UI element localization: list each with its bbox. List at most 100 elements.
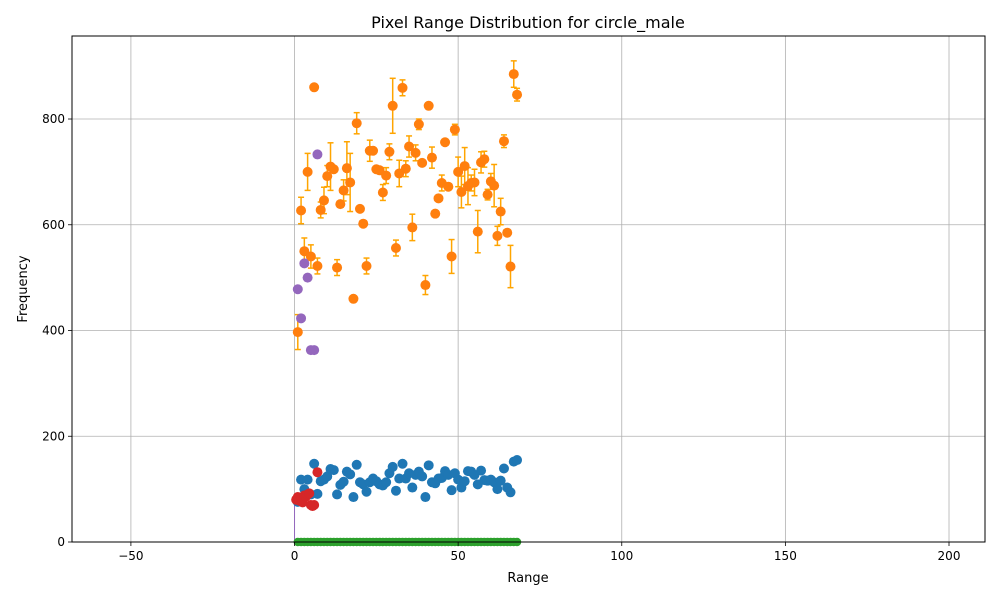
data-point bbox=[440, 137, 451, 148]
data-point bbox=[309, 82, 320, 93]
y-tick-label: 800 bbox=[42, 112, 65, 126]
y-tick-label: 200 bbox=[42, 429, 65, 443]
data-point bbox=[345, 469, 356, 480]
data-point bbox=[498, 463, 509, 474]
data-points bbox=[291, 69, 523, 547]
data-point bbox=[312, 488, 323, 499]
data-point bbox=[304, 488, 315, 499]
x-tick-label: 50 bbox=[451, 549, 466, 563]
data-point bbox=[476, 465, 487, 476]
data-point bbox=[345, 177, 356, 188]
x-tick-label: −50 bbox=[118, 549, 143, 563]
data-point bbox=[351, 459, 362, 470]
data-point bbox=[377, 187, 388, 198]
data-point bbox=[302, 272, 313, 283]
data-point bbox=[361, 486, 372, 497]
data-point bbox=[430, 208, 441, 219]
data-point bbox=[417, 157, 428, 168]
data-point bbox=[420, 280, 431, 291]
data-point bbox=[456, 186, 467, 197]
y-tick-label: 0 bbox=[57, 535, 65, 549]
data-point bbox=[312, 149, 323, 160]
x-tick-label: 0 bbox=[291, 549, 299, 563]
data-point bbox=[309, 458, 320, 469]
data-point bbox=[361, 261, 372, 271]
data-point bbox=[315, 204, 326, 215]
chart-title: Pixel Range Distribution for circle_male bbox=[371, 13, 685, 33]
data-point bbox=[505, 261, 516, 272]
data-point bbox=[354, 203, 365, 214]
data-point bbox=[495, 206, 506, 217]
data-point bbox=[505, 487, 516, 498]
data-point bbox=[512, 455, 523, 466]
data-point bbox=[453, 166, 464, 177]
data-point bbox=[309, 345, 320, 356]
data-point bbox=[417, 471, 428, 482]
data-point bbox=[449, 124, 460, 135]
data-point bbox=[312, 261, 323, 271]
y-tick-label: 400 bbox=[42, 324, 65, 338]
data-point bbox=[397, 82, 408, 93]
data-point bbox=[332, 489, 343, 500]
data-point bbox=[292, 284, 303, 295]
data-point bbox=[335, 199, 346, 210]
data-point bbox=[390, 243, 401, 254]
data-point bbox=[296, 205, 307, 216]
data-point bbox=[387, 461, 398, 472]
plot-frame bbox=[71, 35, 986, 543]
data-point bbox=[492, 484, 503, 495]
data-point bbox=[413, 119, 424, 130]
data-point bbox=[381, 477, 392, 488]
data-point bbox=[397, 458, 408, 469]
data-point bbox=[443, 181, 454, 192]
data-point bbox=[328, 164, 339, 175]
data-point bbox=[384, 146, 395, 157]
data-point bbox=[446, 251, 457, 262]
data-point bbox=[459, 476, 470, 487]
data-point bbox=[469, 177, 480, 188]
data-point bbox=[498, 136, 509, 147]
data-point bbox=[387, 100, 398, 111]
data-point bbox=[508, 69, 519, 80]
data-point bbox=[299, 258, 310, 269]
data-point bbox=[338, 476, 349, 487]
data-point bbox=[312, 467, 323, 478]
data-point bbox=[305, 251, 316, 262]
data-point bbox=[410, 147, 421, 158]
data-point bbox=[446, 485, 457, 496]
data-point bbox=[502, 227, 513, 238]
x-tick-label: 200 bbox=[938, 549, 961, 563]
y-tick-label: 600 bbox=[42, 218, 65, 232]
data-point bbox=[341, 163, 352, 174]
data-point bbox=[400, 163, 411, 174]
data-point bbox=[351, 118, 362, 129]
x-tick-label: 150 bbox=[774, 549, 797, 563]
data-point bbox=[407, 482, 418, 493]
data-point bbox=[459, 161, 470, 172]
data-point bbox=[472, 226, 483, 237]
data-point bbox=[512, 89, 523, 100]
x-tick-label: 100 bbox=[610, 549, 633, 563]
data-point bbox=[348, 293, 359, 304]
data-point bbox=[420, 492, 431, 503]
data-point bbox=[426, 152, 437, 163]
data-point bbox=[407, 222, 418, 233]
x-axis-label: Range bbox=[507, 571, 548, 586]
data-point bbox=[495, 475, 506, 486]
data-point bbox=[296, 313, 307, 324]
data-point bbox=[292, 327, 303, 338]
data-point bbox=[358, 218, 369, 229]
data-point bbox=[492, 230, 503, 241]
data-point bbox=[302, 166, 313, 177]
data-point bbox=[390, 485, 401, 496]
data-point bbox=[328, 465, 339, 476]
data-point bbox=[489, 180, 500, 191]
data-point bbox=[381, 170, 392, 181]
data-point bbox=[479, 154, 490, 165]
data-point bbox=[368, 145, 379, 156]
data-point bbox=[338, 185, 349, 196]
data-point bbox=[332, 262, 343, 273]
data-point bbox=[433, 193, 444, 204]
data-point bbox=[318, 195, 329, 206]
